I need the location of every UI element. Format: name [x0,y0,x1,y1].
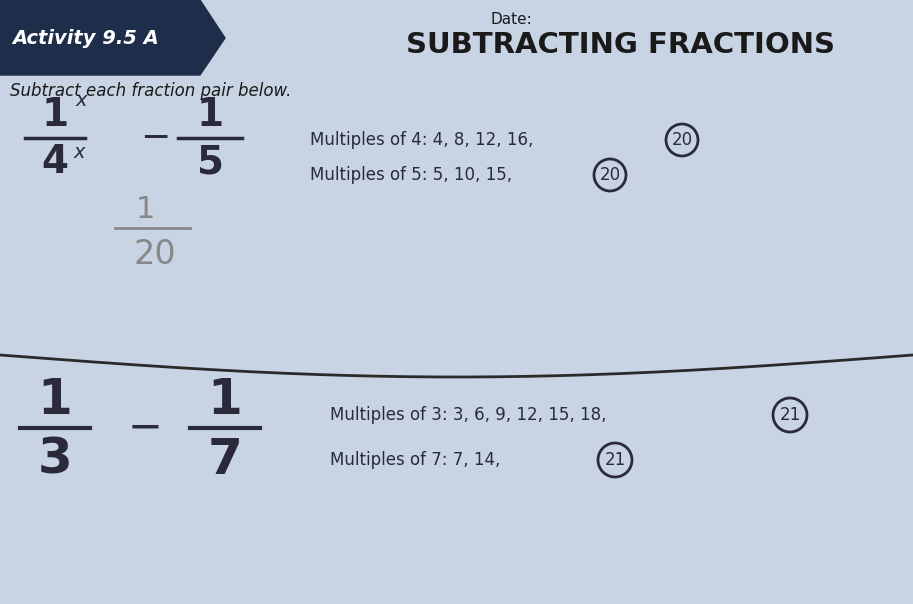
Text: 1: 1 [196,96,224,134]
Text: 20: 20 [600,166,621,184]
Text: 20: 20 [133,239,176,272]
Text: 3: 3 [37,436,72,484]
Text: Multiples of 7: 7, 14,: Multiples of 7: 7, 14, [330,451,500,469]
Text: Multiples of 5: 5, 10, 15,: Multiples of 5: 5, 10, 15, [310,166,512,184]
Text: x: x [75,91,87,109]
Text: 1: 1 [37,376,72,424]
Text: Date:: Date: [490,12,531,27]
Polygon shape [0,0,225,75]
Text: 1: 1 [135,196,154,225]
Text: 7: 7 [207,436,243,484]
Text: SUBTRACTING FRACTIONS: SUBTRACTING FRACTIONS [405,31,834,59]
Text: 1: 1 [207,376,243,424]
Text: x: x [73,143,85,161]
Text: −: − [128,407,163,449]
Text: 5: 5 [196,143,224,181]
Text: Activity 9.5 A: Activity 9.5 A [12,28,159,48]
Text: 20: 20 [671,131,693,149]
Text: 4: 4 [41,143,68,181]
Text: Subtract each fraction pair below.: Subtract each fraction pair below. [10,82,291,100]
Text: Multiples of 4: 4, 8, 12, 16,: Multiples of 4: 4, 8, 12, 16, [310,131,533,149]
Text: 1: 1 [41,96,68,134]
Text: 21: 21 [604,451,625,469]
Text: Multiples of 3: 3, 6, 9, 12, 15, 18,: Multiples of 3: 3, 6, 9, 12, 15, 18, [330,406,606,424]
Text: 21: 21 [780,406,801,424]
Text: −: − [140,121,170,155]
